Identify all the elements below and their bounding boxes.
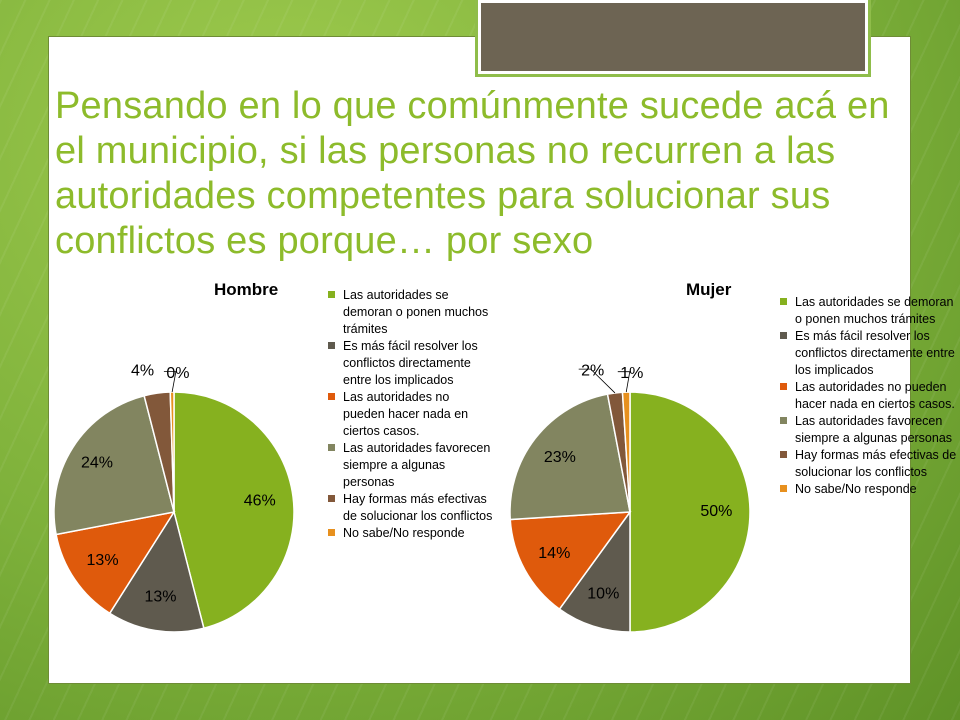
pie-slice [55,510,176,615]
legend-swatch [780,332,787,339]
data-label: 10% [587,585,619,602]
pie-slice [621,391,631,513]
pie-slice [629,391,751,633]
pie-slice [509,511,632,611]
legend-item: Hay formas más efectivas de solucionar l… [780,447,958,481]
legend-item: Las autoridades favorecen siempre a algu… [328,440,493,491]
pie-slice [53,394,175,536]
leader-line [163,371,177,393]
pie-slice [558,509,631,633]
data-label: 50% [700,503,732,520]
legend-item: Hay formas más efectivas de solucionar l… [328,491,493,525]
data-label: 13% [87,552,119,569]
data-label: 2% [581,362,604,379]
legend-label: Las autoridades se demoran o ponen mucho… [795,295,954,326]
legend-hombre: Las autoridades se demoran o ponen mucho… [328,287,493,542]
legend-item: Es más fácil resolver los conflictos dir… [780,328,958,379]
title-accent-box [475,0,871,77]
legend-label: No sabe/No responde [343,526,465,540]
legend-swatch [780,298,787,305]
data-label: 13% [144,589,176,606]
legend-swatch [780,417,787,424]
legend-item: Las autoridades favorecen siempre a algu… [780,413,958,447]
legend-item: Las autoridades no pueden hacer nada en … [328,389,493,440]
legend-item: Las autoridades se demoran o ponen mucho… [780,294,958,328]
legend-label: Las autoridades favorecen siempre a algu… [795,414,953,445]
data-label: 4% [131,363,154,380]
pie-slice [509,393,631,521]
legend-swatch [780,383,787,390]
pie-slice [173,391,295,630]
data-label: 0% [166,365,189,382]
legend-item: Es más fácil resolver los conflictos dir… [328,338,493,389]
legend-label: Las autoridades no pueden hacer nada en … [795,380,955,411]
legend-swatch [328,495,335,502]
leader-line [617,371,631,393]
data-label: 24% [81,454,113,471]
legend-swatch [328,529,335,536]
legend-label: Las autoridades no pueden hacer nada en … [343,390,469,438]
data-label: 23% [544,449,576,466]
chart-title-mujer: Mujer [686,280,732,299]
legend-label: Las autoridades favorecen siempre a algu… [343,441,491,489]
legend-label: Las autoridades se demoran o ponen mucho… [343,288,489,336]
legend-item: Las autoridades se demoran o ponen mucho… [328,287,493,338]
legend-swatch [780,485,787,492]
legend-label: Hay formas más efectivas de solucionar l… [343,492,493,523]
legend-label: Es más fácil resolver los conflictos dir… [343,339,478,387]
legend-swatch [328,393,335,400]
legend-item: No sabe/No responde [780,481,958,498]
legend-label: No sabe/No responde [795,482,917,496]
data-label: 46% [244,492,276,509]
legend-item: Las autoridades no pueden hacer nada en … [780,379,958,413]
legend-swatch [328,291,335,298]
legend-swatch [780,451,787,458]
leader-line [578,368,616,394]
chart-title-hombre: Hombre [214,280,279,299]
legend-item: No sabe/No responde [328,525,493,542]
legend-mujer: Las autoridades se demoran o ponen mucho… [780,294,958,498]
slide-title: Pensando en lo que comúnmente sucede acá… [55,85,890,262]
legend-swatch [328,444,335,451]
legend-label: Es más fácil resolver los conflictos dir… [795,329,955,377]
legend-label: Hay formas más efectivas de solucionar l… [795,448,957,479]
pie-slice [108,510,205,633]
legend-swatch [328,342,335,349]
data-label: 14% [538,545,570,562]
data-label: 1% [620,365,643,382]
